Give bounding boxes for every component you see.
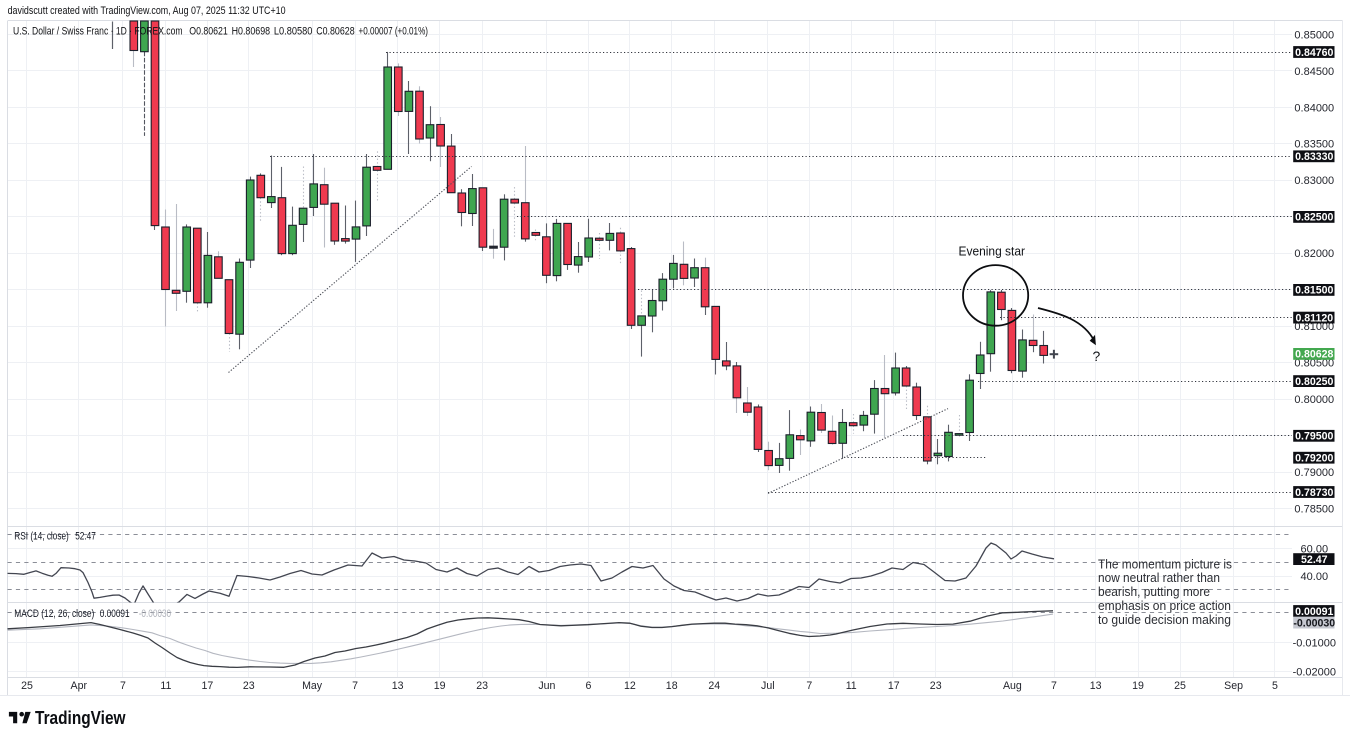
svg-text:0.84500: 0.84500: [1294, 66, 1334, 78]
svg-text:0.80628: 0.80628: [1295, 349, 1333, 361]
svg-text:0.79200: 0.79200: [1295, 453, 1333, 465]
svg-text:24: 24: [708, 680, 720, 692]
svg-text:Apr: Apr: [71, 680, 88, 692]
svg-text:13: 13: [1090, 680, 1102, 692]
svg-text:5: 5: [1272, 680, 1278, 692]
svg-text:-0.00030: -0.00030: [1293, 617, 1335, 629]
svg-text:-0.01000: -0.01000: [1293, 637, 1336, 649]
svg-text:0.85000: 0.85000: [1294, 29, 1334, 41]
svg-text:Aug: Aug: [1003, 680, 1022, 692]
svg-text:-0.00030: -0.00030: [139, 608, 171, 620]
svg-text:to guide decision making: to guide decision making: [1098, 613, 1231, 627]
svg-text:12: 12: [624, 680, 636, 692]
svg-text:?: ?: [1093, 348, 1101, 364]
svg-text:13: 13: [392, 680, 404, 692]
svg-text:25: 25: [21, 680, 33, 692]
svg-text:0.81120: 0.81120: [1295, 312, 1333, 324]
svg-text:23: 23: [476, 680, 488, 692]
svg-text:0.00091: 0.00091: [100, 608, 130, 620]
svg-text:11: 11: [846, 680, 857, 692]
svg-text:23: 23: [243, 680, 255, 692]
svg-text:U.S. Dollar / Swiss Franc · 1D: U.S. Dollar / Swiss Franc · 1D · FOREX.c…: [13, 25, 183, 37]
svg-text:0.80500: 0.80500: [1294, 358, 1334, 370]
svg-text:7: 7: [806, 680, 812, 692]
svg-text:7: 7: [352, 680, 358, 692]
svg-text:Jul: Jul: [761, 680, 775, 692]
svg-text:+0.00007 (+0.01%): +0.00007 (+0.01%): [359, 25, 429, 37]
svg-text:Sep: Sep: [1224, 680, 1243, 692]
svg-text:L0.80580: L0.80580: [274, 25, 313, 37]
svg-text:0.81000: 0.81000: [1294, 321, 1334, 333]
svg-text:19: 19: [1132, 680, 1144, 692]
svg-text:The momentum picture is: The momentum picture is: [1098, 557, 1232, 571]
svg-text:0.00091: 0.00091: [1295, 606, 1333, 618]
svg-text:11: 11: [160, 680, 171, 692]
svg-text:-0.02000: -0.02000: [1293, 666, 1336, 678]
svg-text:emphasis on price action: emphasis on price action: [1098, 599, 1231, 613]
svg-text:52.47: 52.47: [75, 530, 96, 542]
svg-text:davidscutt created with Tradin: davidscutt created with TradingView.com,…: [8, 5, 286, 17]
svg-text:Evening star: Evening star: [959, 245, 1026, 259]
svg-text:bearish, putting more: bearish, putting more: [1098, 585, 1210, 599]
svg-text:0.83500: 0.83500: [1294, 139, 1334, 151]
svg-text:18: 18: [666, 680, 678, 692]
svg-text:0.84000: 0.84000: [1294, 102, 1334, 114]
svg-text:23: 23: [930, 680, 942, 692]
svg-text:0.79000: 0.79000: [1294, 467, 1334, 479]
svg-text:0.82000: 0.82000: [1294, 248, 1334, 260]
svg-text:17: 17: [202, 680, 214, 692]
svg-text:25: 25: [1174, 680, 1186, 692]
svg-text:0.82500: 0.82500: [1295, 212, 1333, 224]
svg-text:7: 7: [1051, 680, 1057, 692]
svg-text:TradingView: TradingView: [35, 707, 126, 728]
svg-text:0.80000: 0.80000: [1294, 394, 1334, 406]
svg-text:6: 6: [585, 680, 591, 692]
svg-text:52.47: 52.47: [1301, 554, 1328, 566]
svg-text:40.00: 40.00: [1301, 571, 1329, 583]
svg-text:0.78500: 0.78500: [1294, 504, 1334, 516]
svg-text:O0.80621: O0.80621: [189, 25, 228, 37]
svg-text:60.00: 60.00: [1301, 544, 1329, 556]
svg-text:17: 17: [888, 680, 900, 692]
svg-text:0.80250: 0.80250: [1295, 376, 1333, 388]
svg-text:RSI (14, close): RSI (14, close): [14, 530, 69, 542]
svg-text:MACD (12, 26, close): MACD (12, 26, close): [14, 608, 94, 620]
svg-text:7: 7: [120, 680, 126, 692]
svg-text:0.83330: 0.83330: [1295, 151, 1333, 163]
svg-text:H0.80698: H0.80698: [232, 25, 271, 37]
svg-text:now neutral rather than: now neutral rather than: [1098, 571, 1220, 585]
svg-text:C0.80628: C0.80628: [316, 25, 355, 37]
svg-text:0.81500: 0.81500: [1295, 285, 1333, 297]
svg-text:0.78730: 0.78730: [1295, 487, 1333, 499]
svg-text:0.84760: 0.84760: [1295, 47, 1333, 59]
svg-text:0.83000: 0.83000: [1294, 175, 1334, 187]
svg-text:0.79500: 0.79500: [1295, 431, 1333, 443]
svg-text:Jun: Jun: [538, 680, 555, 692]
svg-text:May: May: [302, 680, 323, 692]
svg-text:19: 19: [434, 680, 446, 692]
